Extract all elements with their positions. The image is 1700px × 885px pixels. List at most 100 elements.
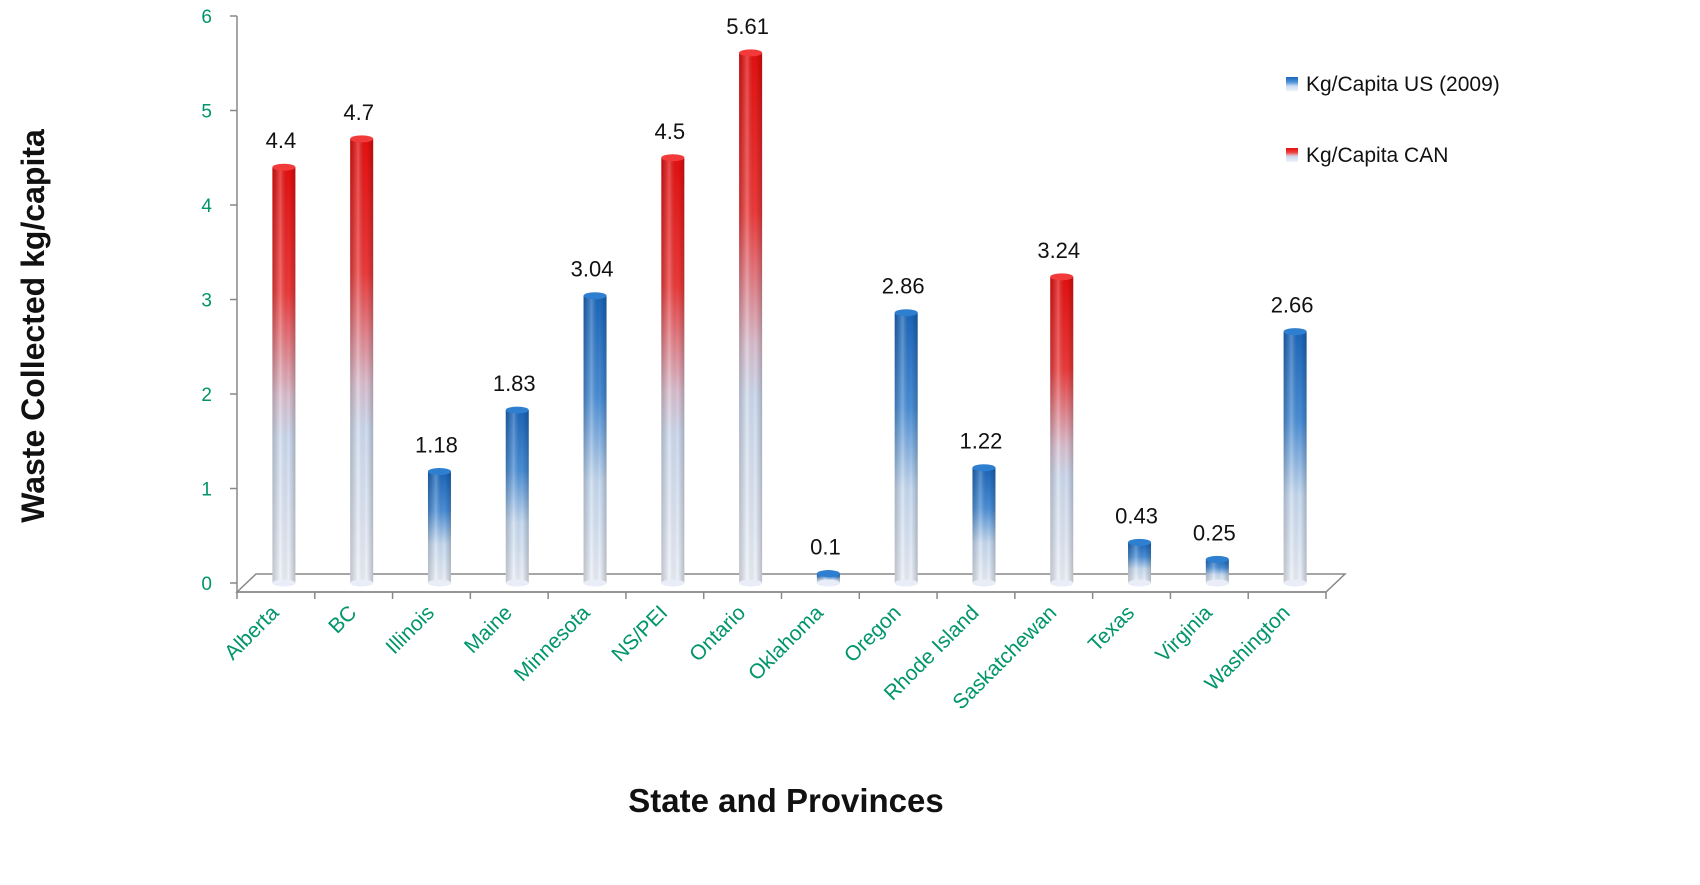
data-labels: 4.4 4.7 1.18 1.83 3.04 4.5 5.61 0.1 2.86 1.22 3.24… (266, 14, 1314, 560)
chart-floor (235, 573, 1347, 593)
data-label: 3.04 (571, 257, 614, 282)
data-label: 4.7 (343, 100, 374, 125)
bar-shading (1050, 276, 1074, 583)
data-label: 1.22 (960, 429, 1003, 454)
x-category-label: Texas (1084, 601, 1139, 656)
y-axis-title: Waste Collected kg/capita (15, 129, 51, 523)
bar-base (583, 579, 607, 587)
y-tick-label: 6 (201, 7, 212, 28)
bar-base (894, 579, 918, 587)
x-category-label: Ontario (685, 601, 750, 666)
legend-label-us: Kg/Capita US (2009) (1306, 73, 1500, 96)
bar-top (972, 464, 996, 472)
bar-shading (816, 573, 840, 583)
axes (235, 16, 1347, 593)
bar-shading (583, 295, 607, 583)
bars (272, 49, 1307, 587)
data-label: 5.61 (726, 14, 769, 39)
bar-base (505, 579, 529, 587)
bar-oregon (894, 309, 918, 587)
y-tick-label: 2 (201, 385, 212, 406)
bar-shading (272, 167, 296, 583)
data-label: 3.24 (1037, 238, 1080, 263)
bar-maine (505, 406, 529, 587)
legend-label-can: Kg/Capita CAN (1306, 144, 1448, 167)
data-label: 4.5 (655, 119, 686, 144)
data-label: 0.1 (810, 535, 841, 560)
bar-top (661, 154, 685, 162)
data-label: 1.83 (493, 371, 536, 396)
x-category-label: Alberta (220, 601, 284, 665)
x-category-label: Oklahoma (744, 601, 828, 685)
bar-top (816, 570, 840, 578)
data-label: 4.4 (266, 128, 297, 153)
bar-rhode-island (972, 464, 996, 587)
data-label: 1.18 (415, 432, 458, 457)
legend-swatch-us (1286, 77, 1298, 91)
bar-minnesota (583, 292, 607, 587)
x-category-label: Minnesota (510, 601, 595, 686)
bar-top (1128, 538, 1152, 546)
x-category-label: Illinois (381, 601, 439, 659)
bar-shading (1283, 331, 1307, 583)
bar-shading (972, 467, 996, 583)
bar-base (739, 579, 763, 587)
bar-top (739, 49, 763, 57)
legend: Kg/Capita US (2009) Kg/Capita CAN (1286, 73, 1500, 167)
bar-shading (505, 410, 529, 583)
y-tick-label: 1 (201, 480, 212, 501)
bar-base (1205, 579, 1229, 587)
x-category-label: Oregon (840, 601, 906, 667)
bar-ontario (739, 49, 763, 587)
bar-top (272, 163, 296, 171)
bar-oklahoma (816, 570, 840, 587)
bar-texas (1128, 538, 1152, 587)
y-axis-ticks: 0 1 2 3 4 5 6 (201, 7, 237, 595)
bar-top (427, 467, 451, 475)
x-category-label: Maine (460, 601, 517, 658)
bar-shading (1205, 559, 1229, 583)
bar-ns-pei (661, 154, 685, 587)
data-label: 2.86 (882, 274, 925, 299)
bar-shading (1128, 542, 1152, 583)
data-label: 2.66 (1271, 293, 1314, 318)
x-category-label: Virginia (1151, 601, 1217, 667)
bar-top (505, 406, 529, 414)
bar-base (661, 579, 685, 587)
y-tick-label: 3 (201, 291, 212, 312)
bar-bc (350, 135, 374, 587)
bar-top (350, 135, 374, 143)
bar-washington (1283, 328, 1307, 587)
bar-shading (661, 157, 685, 583)
bar-shading (894, 312, 918, 583)
legend-swatch-can (1286, 148, 1298, 162)
bar-base (350, 579, 374, 587)
bar-illinois (427, 467, 451, 587)
bar-shading (350, 138, 374, 583)
bar-alberta (272, 163, 296, 587)
x-axis-title: State and Provinces (628, 782, 943, 819)
x-category-label: BC (324, 601, 361, 638)
data-label: 0.25 (1193, 520, 1236, 545)
bar-top (1283, 328, 1307, 336)
bar-saskatchewan (1050, 273, 1074, 587)
bar-top (1205, 555, 1229, 563)
bar-base (972, 579, 996, 587)
x-category-label: NS/PEI (607, 601, 672, 666)
bar-base (1128, 579, 1152, 587)
bar-shading (427, 471, 451, 583)
data-label: 0.43 (1115, 503, 1158, 528)
bar-base (1050, 579, 1074, 587)
bar-top (583, 292, 607, 300)
bar-virginia (1205, 555, 1229, 587)
bar-shading (739, 52, 763, 584)
bar-base (1283, 579, 1307, 587)
bar-base (816, 579, 840, 587)
bar-top (1050, 273, 1074, 281)
bar-base (427, 579, 451, 587)
bar-base (272, 579, 296, 587)
y-tick-label: 4 (201, 196, 212, 217)
bar-top (894, 309, 918, 317)
